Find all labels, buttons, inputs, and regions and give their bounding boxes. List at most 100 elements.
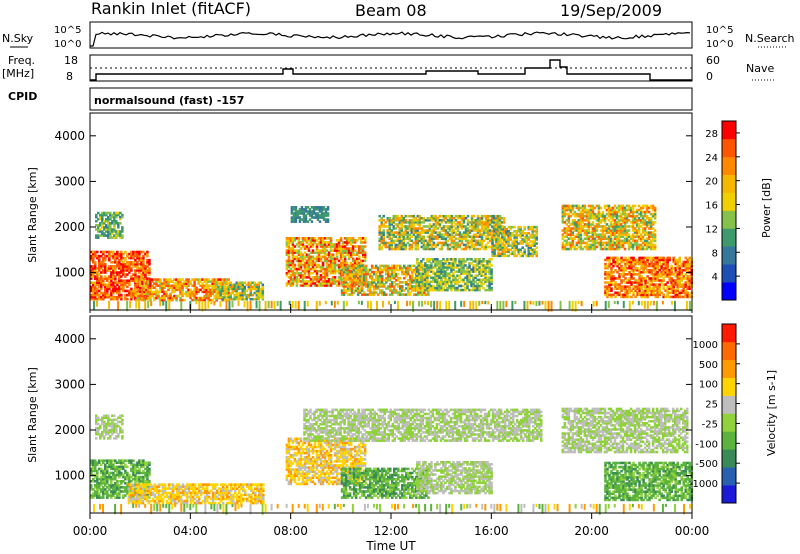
heatmap-cell — [430, 216, 434, 220]
heatmap-cell — [90, 285, 93, 289]
heatmap-cell — [179, 290, 182, 294]
heatmap-cell — [303, 269, 307, 273]
heatmap-cell — [289, 247, 293, 250]
heatmap-cell — [402, 241, 406, 245]
heatmap-cell — [421, 285, 424, 288]
heatmap-cell — [579, 247, 583, 251]
heatmap-cell — [438, 268, 441, 271]
heatmap-cell — [486, 264, 489, 267]
heatmap-cell — [143, 292, 146, 296]
beam-label: Beam 08 — [355, 1, 427, 20]
heatmap-cell — [527, 232, 530, 235]
heatmap-cell — [565, 235, 569, 238]
heatmap-cell — [100, 263, 103, 266]
heatmap-cell — [346, 270, 350, 274]
heatmap-cell — [474, 268, 477, 271]
heatmap-cell — [290, 208, 294, 211]
heatmap-cell — [345, 237, 349, 240]
heatmap-cell — [351, 247, 355, 250]
heatmap-cell — [394, 243, 398, 247]
heatmap-cell — [96, 289, 99, 293]
heatmap-cell — [407, 268, 410, 272]
heatmap-cell — [474, 233, 478, 236]
heatmap-cell — [448, 233, 452, 236]
heatmap-cell — [355, 261, 359, 265]
heatmap-cell — [587, 243, 591, 247]
heatmap-cell — [261, 283, 265, 287]
heatmap-cell — [136, 275, 139, 278]
heatmap-cell — [470, 284, 473, 288]
heatmap-cell — [509, 234, 512, 237]
heatmap-cell — [360, 293, 364, 296]
heatmap-cell — [466, 243, 470, 247]
heatmap-cell — [414, 239, 418, 243]
heatmap-cell — [144, 265, 147, 268]
heatmap-cell — [294, 210, 298, 213]
heatmap-cell — [472, 266, 475, 269]
heatmap-cell — [599, 225, 603, 228]
heatmap-cell — [486, 214, 490, 218]
heatmap-cell — [179, 292, 182, 296]
heatmap-cell — [112, 269, 115, 272]
heatmap-cell — [444, 237, 448, 241]
heatmap-cell — [102, 281, 105, 285]
heatmap-cell — [412, 223, 416, 226]
heatmap-cell — [597, 212, 601, 216]
heatmap-cell — [426, 284, 429, 288]
heatmap-cell — [112, 291, 115, 295]
heatmap-cell — [440, 266, 443, 269]
heatmap-cell — [126, 265, 129, 268]
heatmap-cell — [193, 282, 196, 285]
heatmap-cell — [293, 278, 297, 281]
heatmap-cell — [410, 245, 414, 249]
heatmap-cell — [292, 216, 296, 219]
heatmap-cell — [507, 244, 510, 247]
heatmap-cell — [395, 278, 398, 282]
heatmap-cell — [440, 237, 444, 241]
heatmap-cell — [507, 240, 510, 243]
heatmap-cell — [132, 252, 135, 256]
heatmap-cell — [438, 280, 441, 284]
heatmap-cell — [601, 231, 605, 234]
heatmap-cell — [117, 211, 120, 215]
heatmap-cell — [470, 223, 474, 226]
date-label: 19/Sep/2009 — [560, 1, 662, 20]
heatmap-cell — [366, 287, 370, 290]
heatmap-cell — [257, 287, 261, 291]
heatmap-cell — [223, 293, 226, 297]
heatmap-cell — [396, 247, 400, 251]
heatmap-cell — [293, 237, 297, 240]
heatmap-cell — [344, 285, 348, 288]
heatmap-cell — [343, 245, 347, 248]
heatmap-cell — [342, 293, 346, 296]
heatmap-cell — [472, 286, 475, 290]
heatmap-cell — [128, 267, 131, 270]
cpid-frame — [89, 87, 693, 111]
heatmap-cell — [561, 219, 565, 222]
heatmap-cell — [450, 221, 454, 224]
heatmap-cell — [474, 276, 477, 280]
heatmap-cell — [438, 260, 441, 263]
heatmap-cell — [571, 227, 575, 230]
heatmap-cell — [386, 278, 390, 282]
heatmap-cell — [400, 231, 404, 234]
heatmap-cell — [393, 274, 396, 278]
heatmap-cell — [603, 204, 607, 208]
heatmap-cell — [382, 264, 386, 268]
heatmap-cell — [388, 274, 392, 278]
heatmap-cell — [432, 272, 435, 275]
heatmap-cell — [563, 208, 567, 212]
heatmap-cell — [491, 244, 494, 247]
heatmap-cell — [312, 210, 316, 213]
heatmap-cell — [297, 280, 301, 283]
heatmap-cell — [390, 243, 394, 247]
heatmap-cell — [605, 241, 609, 245]
heatmap-cell — [113, 224, 116, 227]
heatmap-cell — [399, 287, 402, 290]
heatmap-cell — [402, 233, 406, 236]
heatmap-cell — [464, 264, 467, 267]
heatmap-cell — [317, 243, 321, 246]
heatmap-cell — [409, 266, 412, 270]
heatmap-cell — [591, 245, 595, 249]
heatmap-cell — [185, 284, 188, 288]
